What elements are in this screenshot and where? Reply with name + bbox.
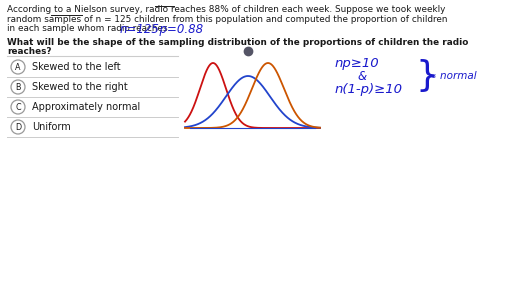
Text: D: D	[15, 122, 21, 132]
Text: Approximately normal: Approximately normal	[32, 102, 140, 112]
Text: A: A	[15, 62, 21, 71]
Text: n=125: n=125	[120, 23, 160, 36]
Text: reaches?: reaches?	[7, 47, 52, 56]
Text: Uniform: Uniform	[32, 122, 71, 132]
Text: ≈ normal: ≈ normal	[428, 71, 477, 81]
Text: p=0.88: p=0.88	[152, 23, 203, 36]
Text: Skewed to the left: Skewed to the left	[32, 62, 121, 72]
Text: random samples of n = 125 children from this population and computed the proport: random samples of n = 125 children from …	[7, 14, 447, 24]
Text: B: B	[15, 82, 21, 92]
Text: &: &	[357, 71, 366, 84]
Text: Skewed to the right: Skewed to the right	[32, 82, 128, 92]
Text: np≥10: np≥10	[335, 56, 379, 69]
Text: What will be the shape of the sampling distribution of the proportions of childr: What will be the shape of the sampling d…	[7, 38, 468, 47]
Text: According to a Nielson survey, radio reaches 88% of children each week. Suppose : According to a Nielson survey, radio rea…	[7, 5, 445, 14]
Text: C: C	[15, 103, 21, 111]
Text: in each sample whom radio reaches.: in each sample whom radio reaches.	[7, 24, 170, 33]
Text: n(1-p)≥10: n(1-p)≥10	[335, 84, 403, 96]
Text: }: }	[415, 59, 438, 93]
